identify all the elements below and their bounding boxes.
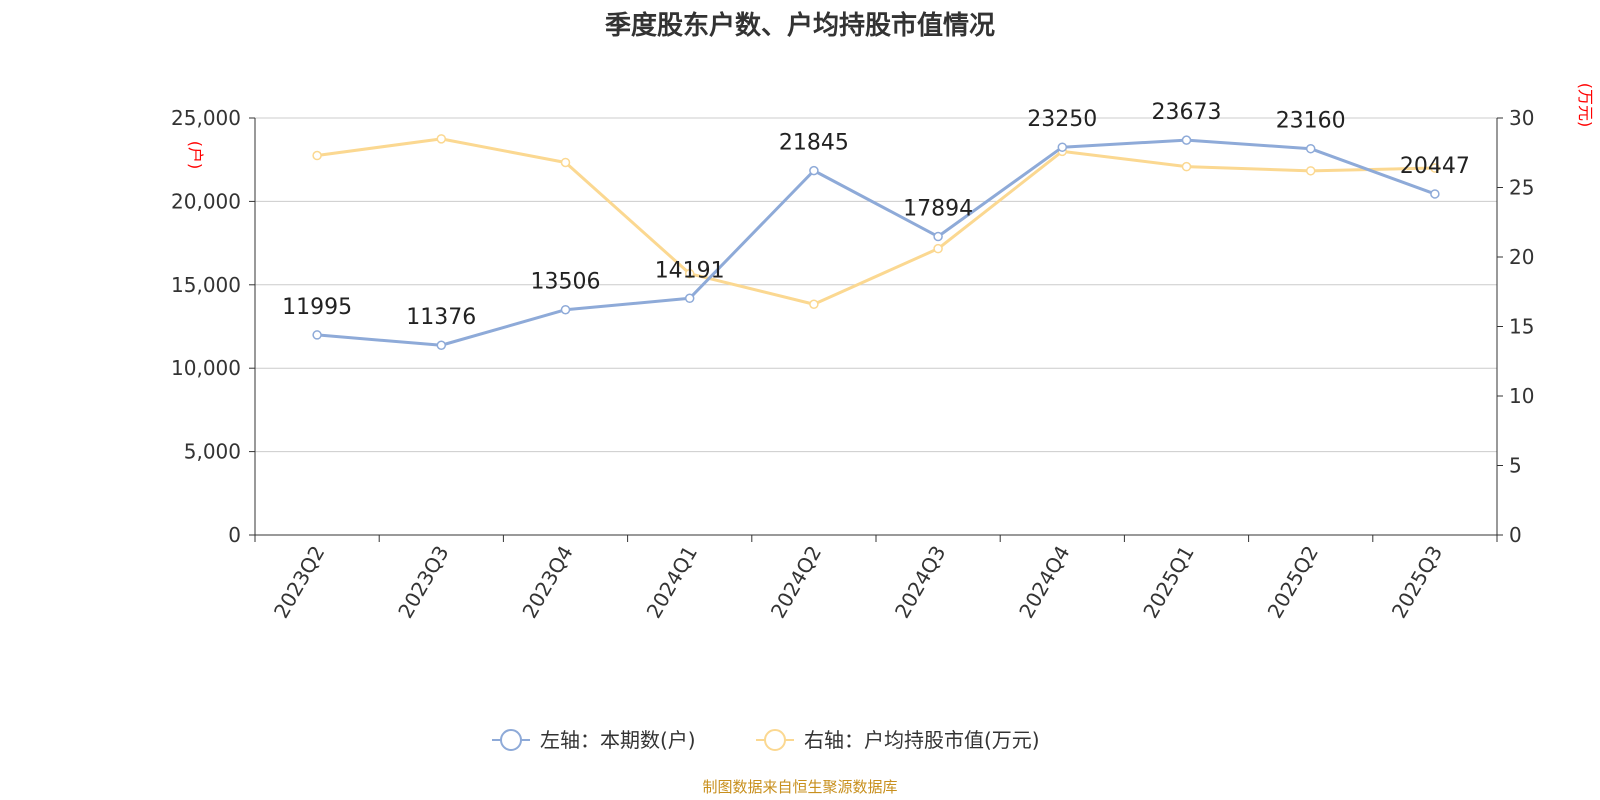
data-point-right (436, 134, 447, 144)
y-left-tick-label: 25,000 (171, 106, 241, 130)
data-label: 23673 (1152, 100, 1222, 125)
y-right-tick-label: 0 (1509, 523, 1522, 547)
data-point-right (560, 157, 571, 168)
data-point-left (560, 304, 571, 315)
data-label: 23160 (1276, 109, 1346, 134)
legend-item-right-series[interactable]: 右轴：户均持股市值(万元) (756, 728, 1040, 752)
y-right-tick-label: 15 (1509, 315, 1534, 339)
series-lines (312, 134, 1440, 350)
data-point-right (933, 243, 943, 254)
legend-right-circle-icon (764, 729, 786, 751)
chart-title: 季度股东户数、户均持股市值情况 (605, 10, 995, 41)
x-tick-label: 2024Q2 (766, 542, 826, 623)
y-right-tick-label: 25 (1509, 176, 1534, 200)
source-note: 制图数据来自恒生聚源数据库 (702, 778, 897, 796)
x-tick-label: 2024Q4 (1014, 542, 1074, 623)
data-label: 11376 (406, 305, 476, 330)
data-label: 14191 (655, 258, 725, 283)
x-tick-label: 2023Q2 (269, 542, 329, 623)
y-right-tick-label: 30 (1509, 106, 1534, 130)
legend-left-circle-icon (500, 729, 522, 751)
data-point-left (933, 231, 943, 242)
data-point-right (809, 299, 819, 310)
y-left-tick-label: 10,000 (171, 356, 241, 380)
data-label: 13506 (531, 270, 601, 295)
x-tick-label: 2023Q4 (517, 542, 577, 623)
y-left-tick-label: 0 (228, 523, 241, 547)
data-point-left (1057, 142, 1068, 152)
data-label: 20447 (1400, 154, 1470, 179)
y-left-tick-label: 15,000 (171, 273, 241, 297)
data-point-left (1305, 143, 1316, 154)
legend-item-left-series[interactable]: 左轴：本期数(户) (492, 728, 696, 752)
data-point-left (684, 293, 695, 304)
data-point-right (684, 268, 695, 279)
data-point-right (1181, 161, 1192, 172)
axes: 05,00010,00015,00020,00025,0000510152025… (171, 106, 1534, 622)
data-point-right (1305, 166, 1316, 176)
data-point-right (1430, 163, 1440, 173)
y-right-tick-label: 20 (1509, 245, 1534, 269)
y-right-tick-label: 5 (1509, 454, 1522, 478)
y-left-tick-label: 5,000 (184, 440, 241, 464)
x-tick-label: 2025Q1 (1138, 542, 1198, 623)
series-line-left (316, 138, 1436, 347)
x-tick-label: 2024Q3 (890, 542, 950, 623)
data-point-left (1430, 189, 1440, 199)
data-point-left (1181, 135, 1192, 145)
y-right-axis-label: (万元) (1576, 83, 1595, 128)
x-tick-label: 2025Q2 (1263, 542, 1323, 623)
y-left-tick-label: 20,000 (171, 189, 241, 213)
x-tick-label: 2024Q1 (642, 542, 702, 623)
grid-lines (255, 117, 1497, 453)
data-label: 11995 (282, 295, 352, 320)
x-tick-label: 2023Q3 (393, 542, 453, 623)
data-labels: 11995 11376 13506 14191 21845 17894 23250 23673… (282, 100, 1470, 330)
data-label: 17894 (903, 197, 973, 222)
legend: 左轴：本期数(户) 右轴：户均持股市值(万元) (492, 728, 1040, 752)
legend-right-label: 右轴：户均持股市值(万元) (804, 728, 1040, 752)
y-left-axis-label: (户) (186, 141, 205, 170)
data-point-right (312, 150, 322, 161)
legend-left-label: 左轴：本期数(户) (540, 728, 696, 752)
data-label: 23250 (1027, 107, 1097, 132)
data-label: 21845 (779, 131, 849, 156)
series-line-right (316, 137, 1435, 306)
data-point-left (809, 165, 819, 176)
data-point-left (436, 340, 447, 350)
data-point-left (312, 330, 322, 340)
x-tick-label: 2025Q3 (1387, 542, 1447, 623)
y-right-tick-label: 10 (1509, 384, 1534, 408)
